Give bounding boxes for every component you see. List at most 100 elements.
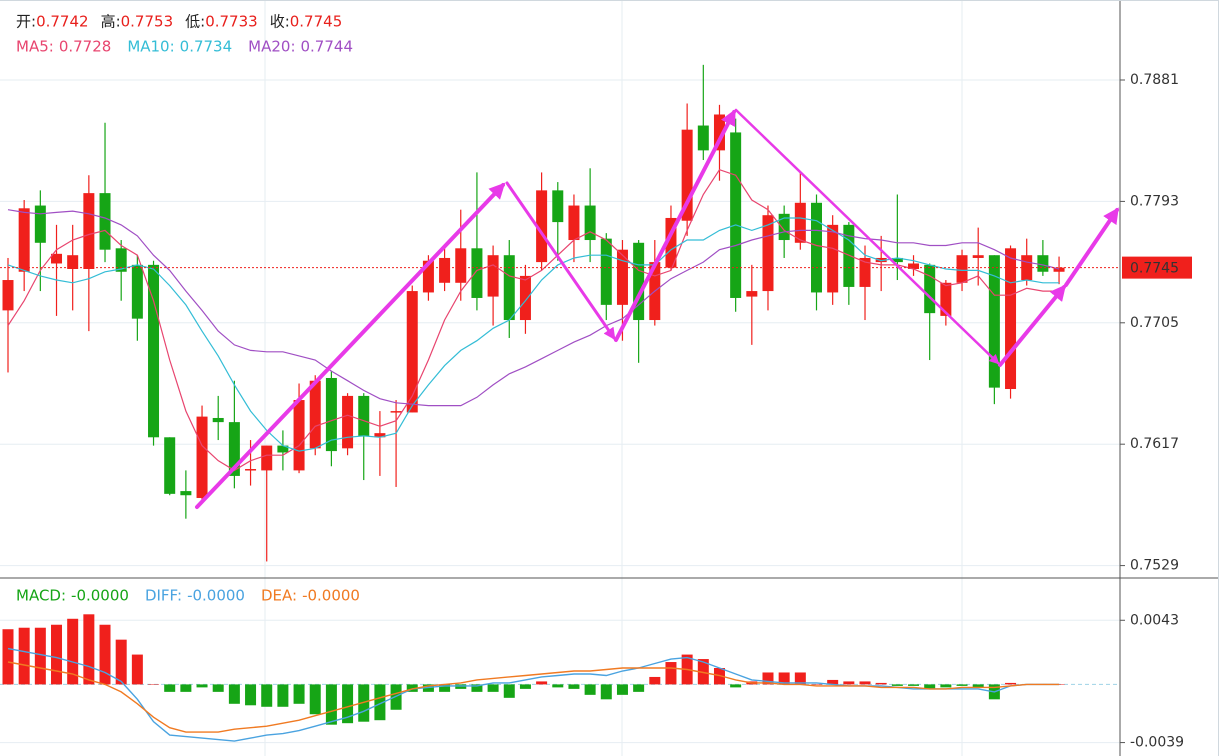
y-tick-label: 0.0043 <box>1130 612 1179 628</box>
ohlc-label: 开: <box>16 13 36 31</box>
macd-bar <box>908 684 920 686</box>
macd-bar <box>374 684 386 721</box>
macd-bar <box>972 684 984 688</box>
candle-body <box>115 248 127 272</box>
candle-body <box>487 255 499 297</box>
y-tick-label: 0.7705 <box>1130 315 1179 331</box>
macd-bar <box>212 684 224 692</box>
macd-bar <box>665 662 677 685</box>
macd-bar <box>358 684 370 722</box>
candle-body <box>568 205 580 241</box>
ohlc-value: 0.7733 <box>205 13 258 31</box>
macd-bar <box>536 681 548 685</box>
macd-bar <box>196 684 208 688</box>
macd-bar <box>99 624 111 685</box>
macd-bar <box>584 684 596 695</box>
candle-body <box>309 380 321 449</box>
candle-body <box>374 433 386 438</box>
macd-bar <box>940 684 952 688</box>
macd-bar <box>487 684 499 692</box>
y-tick-label: 0.7617 <box>1130 436 1179 452</box>
legend-value: -0.0000 <box>187 587 245 605</box>
macd-bar <box>633 684 645 692</box>
macd-bar <box>228 684 240 704</box>
candle-body <box>439 257 451 283</box>
macd-bar <box>455 684 467 689</box>
macd-bar <box>406 684 418 692</box>
macd-bar <box>67 618 79 685</box>
candle-body <box>164 437 176 494</box>
macd-bar <box>891 684 903 686</box>
macd-bar <box>34 627 46 685</box>
macd-bar <box>762 672 774 685</box>
ohlc-value: 0.7753 <box>121 13 174 31</box>
candle-body <box>1037 255 1049 272</box>
macd-bar <box>1005 682 1017 685</box>
candle-body <box>988 255 1000 388</box>
candle-body <box>859 257 871 287</box>
ma-line <box>7 168 1060 472</box>
macd-bar <box>616 684 628 695</box>
arrow <box>734 108 1000 365</box>
macd-bar <box>503 684 515 698</box>
plot <box>0 64 1192 744</box>
legend-value: -0.0000 <box>71 587 129 605</box>
macd-bar <box>164 684 176 692</box>
macd-bar <box>115 639 127 685</box>
macd-bar <box>51 624 63 685</box>
candle-body <box>455 248 467 283</box>
ohlc-label: 低: <box>185 13 205 31</box>
candle-body <box>261 445 273 471</box>
y-tick-label: 0.7529 <box>1130 558 1179 574</box>
ma-line <box>7 217 1060 452</box>
macd-bar <box>2 629 14 685</box>
candle-body <box>956 255 968 283</box>
candle-body <box>827 224 839 293</box>
candle-body <box>908 263 920 269</box>
macd-bar <box>309 684 321 715</box>
candle-body <box>681 129 693 221</box>
macd-bar <box>843 681 855 685</box>
candle-body <box>697 125 709 151</box>
macd-bar <box>811 684 822 685</box>
candle-body <box>600 238 612 305</box>
macd-bar <box>552 684 564 688</box>
candle-body <box>503 255 515 321</box>
candle-body <box>552 190 564 223</box>
macd-bar <box>859 681 871 685</box>
ohlc-label: 收: <box>270 13 290 31</box>
legend-name: MA10: <box>127 38 174 56</box>
legend-value: -0.0000 <box>302 587 360 605</box>
y-tick-label: -0.0039 <box>1130 735 1184 751</box>
candle-body <box>519 275 531 321</box>
legend-name: MA5: <box>16 38 54 56</box>
candle-body <box>584 205 596 241</box>
candle-body <box>924 264 936 314</box>
candle-body <box>843 224 855 287</box>
legend-name: DIFF: <box>145 587 182 605</box>
candle-body <box>358 395 370 436</box>
candle-body <box>67 255 79 269</box>
candle-body <box>406 291 418 413</box>
macd-line <box>7 647 1060 742</box>
grid <box>0 0 1120 756</box>
y-tick-label: 0.7881 <box>1130 72 1179 88</box>
macd-bar <box>148 684 160 685</box>
macd-bar <box>180 684 192 692</box>
candle-body <box>83 193 95 269</box>
macd-bar <box>422 684 434 692</box>
macd-bar <box>261 684 273 707</box>
arrow <box>1064 207 1119 287</box>
macd-bar <box>325 684 337 725</box>
macd-bar <box>293 684 305 704</box>
annotation-arrows <box>195 108 1119 509</box>
candle-body <box>794 202 806 243</box>
candle-body <box>2 280 14 311</box>
candle-body <box>746 291 758 297</box>
macd-bar <box>778 672 790 685</box>
macd-bar <box>697 659 709 685</box>
candle-body <box>1053 267 1065 272</box>
macd-bar <box>875 682 887 685</box>
